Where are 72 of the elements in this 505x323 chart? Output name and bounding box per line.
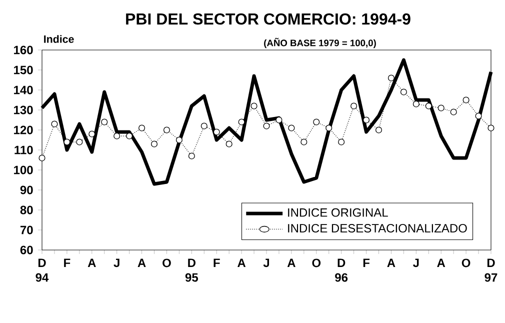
point [213,128,220,136]
point [475,112,482,120]
y-tick-label: 160 [14,46,33,54]
x-tick-label: A [138,258,146,267]
y-tick-label: 150 [14,66,33,74]
x-tick-label: O [162,258,171,268]
point [138,124,146,132]
x-tick-label: O [312,258,321,268]
chart-subtitle: (AÑO BASE 1979 = 100,0) [264,38,376,48]
x-tick-label: O [462,258,470,268]
y-tick-label: 70 [20,226,33,234]
x-tick-label: J [114,258,120,268]
point [375,126,382,134]
x-tick-label: A [88,258,96,267]
point [88,130,96,138]
x-tick-label: D 94 [36,258,49,282]
point [64,138,70,146]
point [126,132,133,140]
point [51,120,58,128]
x-tick-label: A [238,258,246,267]
legend-label: INDICE DESESTACIONALIZADO [288,224,467,233]
point [76,138,83,146]
x-tick-label: A [287,258,296,267]
point [400,88,407,96]
point [188,152,195,160]
x-tick-label: D 96 [335,258,348,282]
point [438,104,444,112]
point [450,108,457,116]
y-tick-label: 90 [20,186,33,194]
point [250,102,258,110]
point [326,124,332,132]
point [412,100,420,108]
point [388,74,394,82]
x-tick-label: J [413,258,419,268]
point [425,102,432,110]
y-tick-label: 130 [14,106,33,114]
chart-title: PBI DEL SECTOR COMERCIO: 1994-9 [126,13,410,25]
point [263,122,270,130]
point [150,140,158,148]
y-tick-label: 140 [14,86,33,94]
point [114,132,120,140]
y-tick-label: 110 [14,146,33,154]
x-tick-label: D 95 [185,258,198,282]
point [226,140,232,148]
point [462,96,470,104]
point [163,126,170,134]
y-tick-label: 120 [14,126,33,134]
point [350,102,358,110]
x-tick-label: J [263,258,270,268]
point [488,124,494,132]
x-tick-label: F [363,258,370,267]
x-tick-label: A [437,258,446,267]
point [176,136,182,144]
point [300,138,308,146]
point [288,124,295,132]
x-tick-label: F [214,258,220,267]
legend-label: INDICE ORIGINAL [288,208,388,217]
point [313,118,320,126]
point [238,118,245,126]
point [101,118,108,126]
y-tick-label: 60 [20,246,33,254]
y-tick-label: 80 [20,206,33,214]
x-tick-label: F [64,258,70,267]
point [363,116,370,124]
point [38,154,46,162]
point [276,116,282,124]
x-tick-label: A [387,258,396,267]
point [338,138,345,146]
y-tick-label: 100 [14,166,33,174]
y-axis-title: Indice [44,35,74,43]
x-tick-label: D 97 [484,258,498,282]
point [200,122,208,130]
